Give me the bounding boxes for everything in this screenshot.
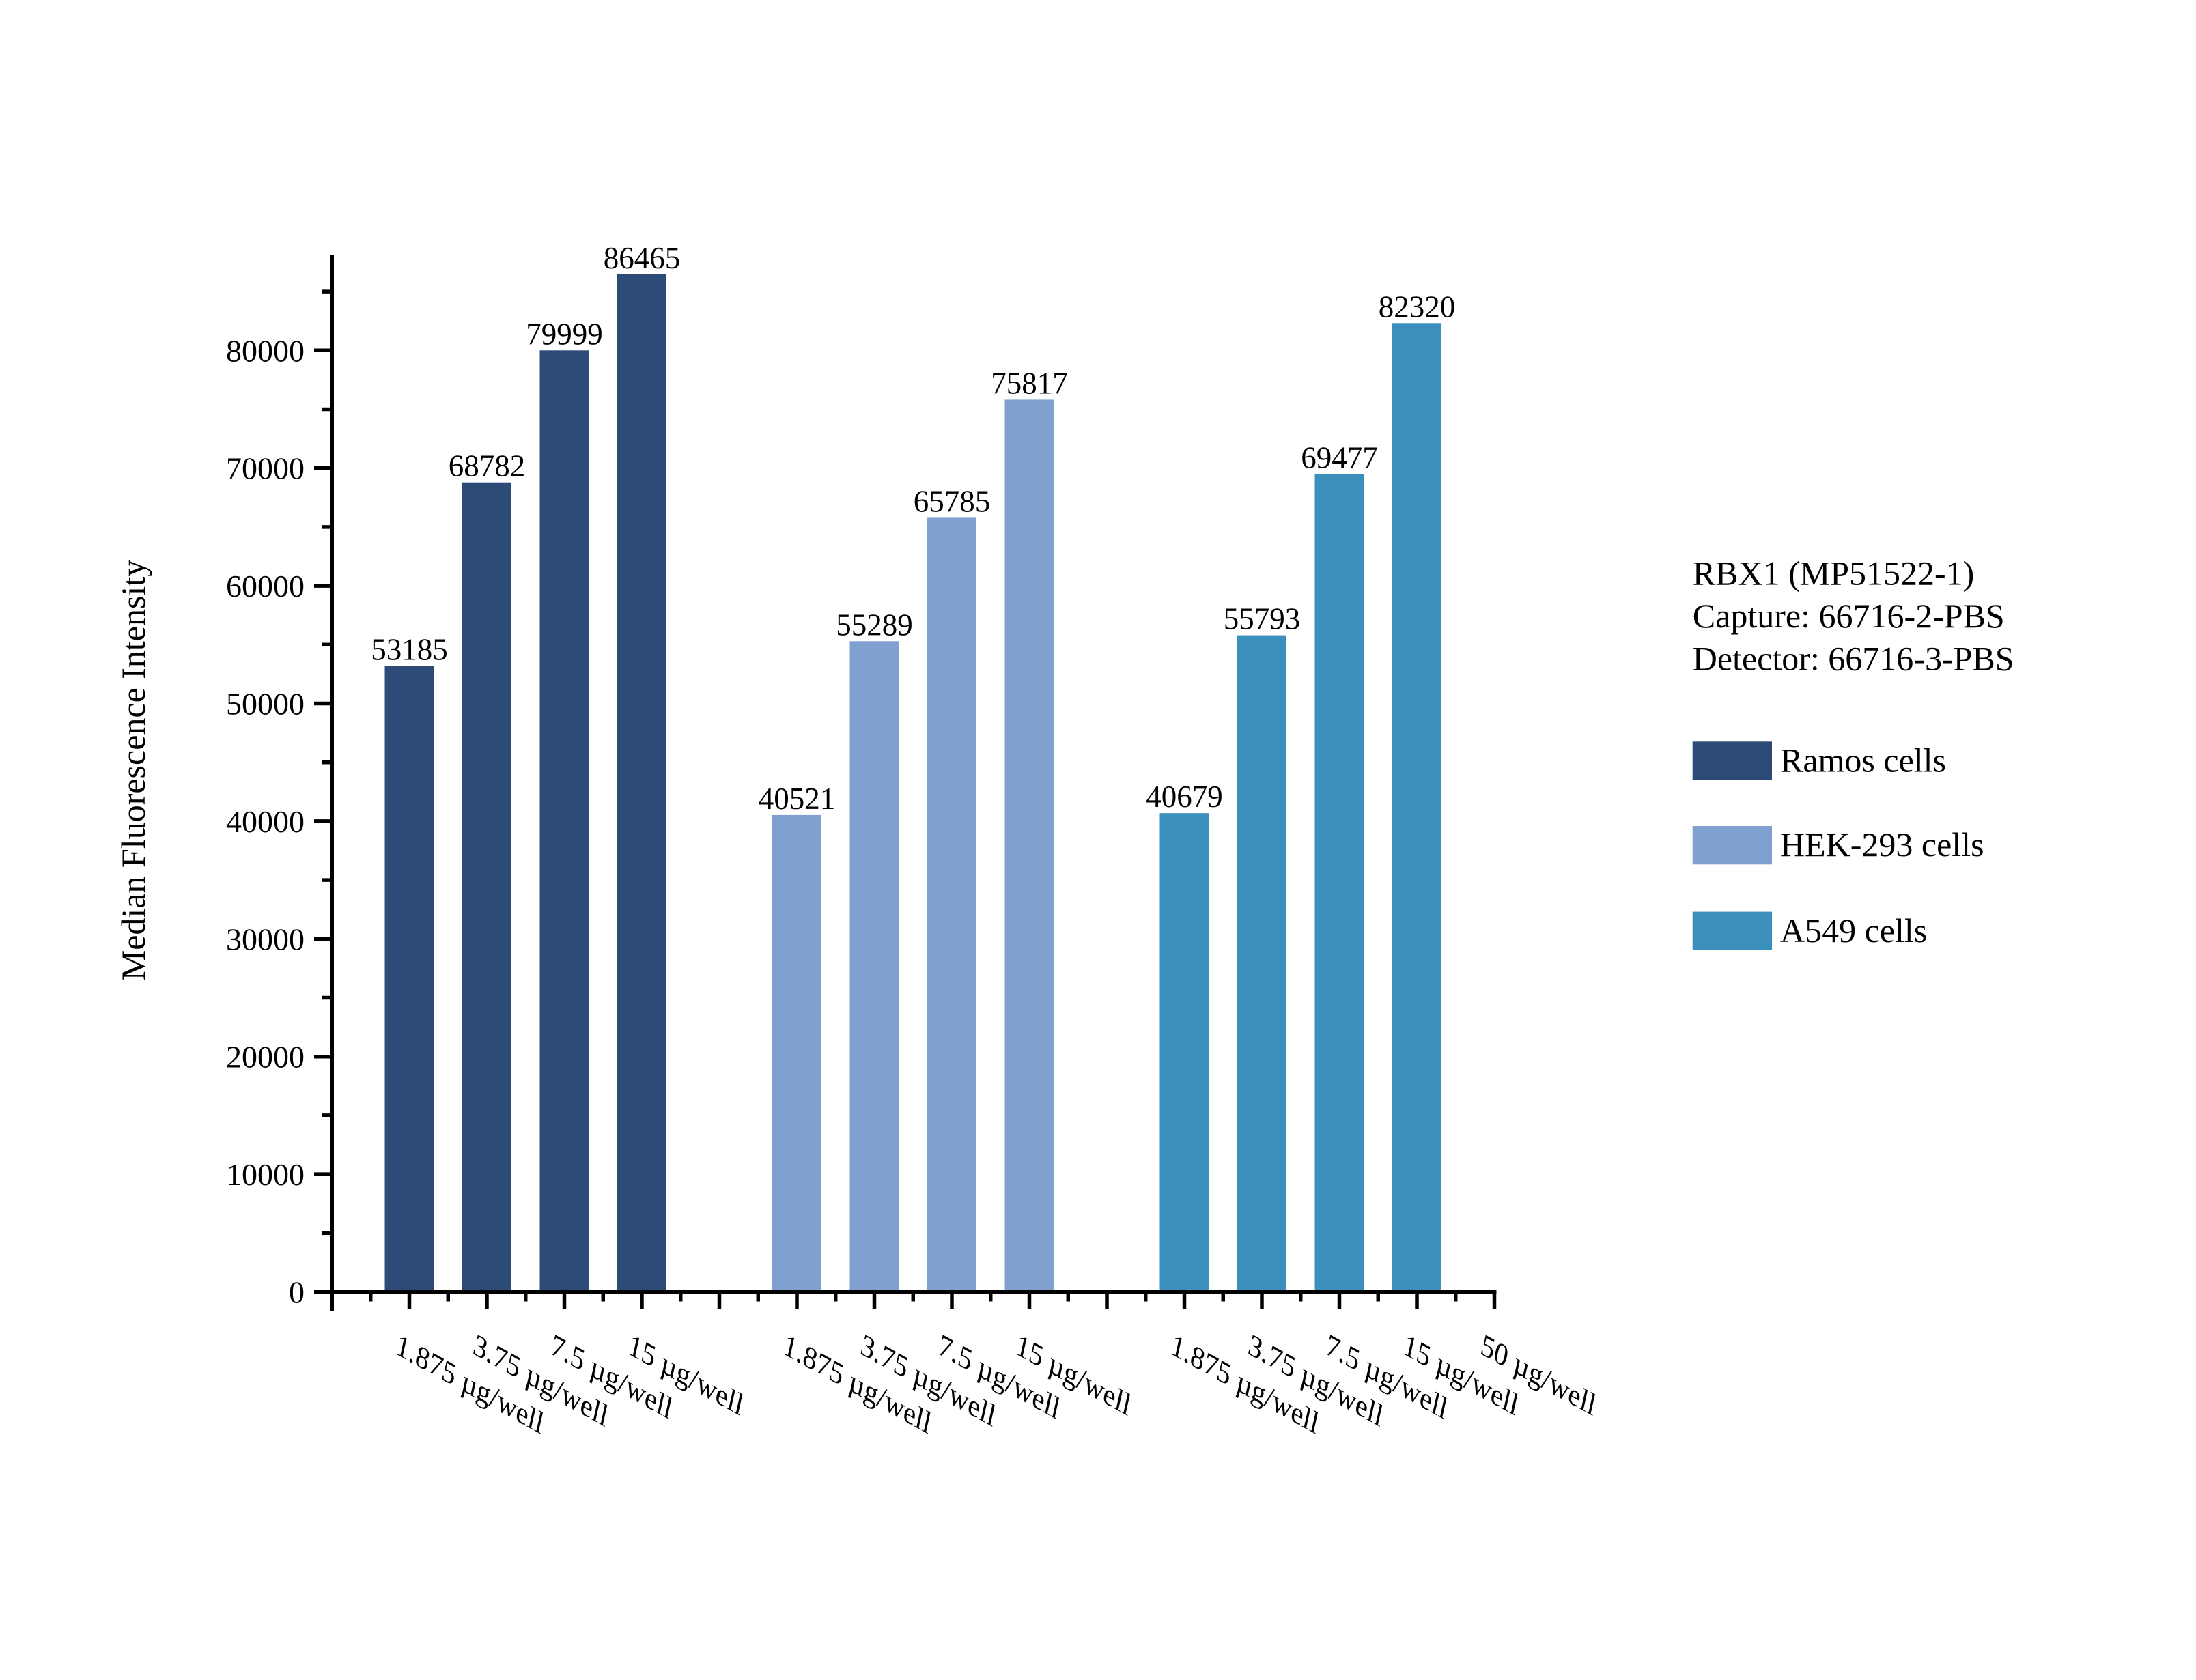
svg-text:RBX1 (MP51522-1): RBX1 (MP51522-1) <box>1693 554 1975 593</box>
svg-text:70000: 70000 <box>226 451 305 486</box>
svg-text:69477: 69477 <box>1301 441 1378 475</box>
svg-text:68782: 68782 <box>449 449 526 483</box>
svg-text:86465: 86465 <box>604 241 681 275</box>
svg-text:A549 cells: A549 cells <box>1780 911 1927 950</box>
svg-text:40679: 40679 <box>1146 780 1223 814</box>
svg-text:30000: 30000 <box>226 922 305 956</box>
svg-text:82320: 82320 <box>1379 289 1456 324</box>
svg-text:60000: 60000 <box>226 569 305 603</box>
svg-text:40000: 40000 <box>226 804 305 839</box>
svg-text:55793: 55793 <box>1224 602 1301 636</box>
svg-text:0: 0 <box>289 1275 305 1310</box>
svg-text:10000: 10000 <box>226 1157 305 1192</box>
svg-text:40521: 40521 <box>759 782 836 816</box>
svg-text:50000: 50000 <box>226 687 305 722</box>
svg-text:Median Fluorescence Intensity: Median Fluorescence Intensity <box>114 560 152 980</box>
svg-text:53185: 53185 <box>371 633 448 667</box>
svg-text:75817: 75817 <box>991 366 1068 400</box>
svg-text:79999: 79999 <box>526 317 603 351</box>
svg-text:Detector: 66716-3-PBS: Detector: 66716-3-PBS <box>1693 640 2014 678</box>
svg-text:80000: 80000 <box>226 333 305 368</box>
svg-text:HEK-293 cells: HEK-293 cells <box>1780 825 1984 864</box>
svg-text:Capture: 66716-2-PBS: Capture: 66716-2-PBS <box>1693 597 2005 635</box>
svg-text:65785: 65785 <box>914 484 991 518</box>
svg-text:20000: 20000 <box>226 1040 305 1074</box>
svg-text:55289: 55289 <box>836 608 913 642</box>
svg-text:Ramos cells: Ramos cells <box>1780 741 1946 780</box>
